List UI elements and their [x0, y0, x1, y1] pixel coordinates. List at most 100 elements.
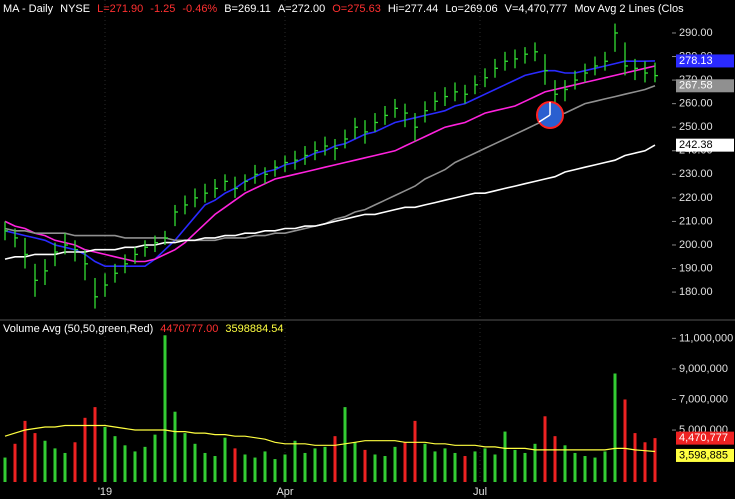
- header-text: MA - Daily: [3, 3, 54, 15]
- volume-bar: [443, 448, 447, 482]
- volume-bar: [493, 454, 497, 482]
- volume-bar: [133, 451, 137, 482]
- volume-bar: [283, 454, 287, 482]
- volume-bar: [293, 440, 297, 482]
- volume-bar: [3, 457, 7, 482]
- volume-bar: [653, 438, 657, 482]
- volume-header: Volume Avg (50,50,green,Red) 4470777.00 35…: [3, 323, 283, 335]
- volume-bar: [633, 433, 637, 482]
- y-tick-label: 290.00: [679, 27, 713, 39]
- volume-bar: [93, 407, 97, 482]
- volume-bar: [403, 442, 407, 482]
- volume-bar: [253, 457, 257, 482]
- volume-bar: [583, 456, 587, 482]
- volume-bar: [153, 434, 157, 482]
- header-text: Lo=269.06: [445, 3, 498, 15]
- value-tag: 242.38: [679, 139, 713, 151]
- value-tag-box: [676, 54, 734, 68]
- volume-bar: [523, 452, 527, 482]
- header-text: -1.25: [150, 3, 176, 15]
- volume-bar: [613, 373, 617, 482]
- header-text: Volume Avg (50,50,green,Red): [3, 323, 154, 335]
- value-tag: 3,598,885: [679, 449, 728, 461]
- header-text: Hi=277.44: [387, 3, 439, 15]
- volume-bar: [313, 448, 317, 482]
- y-tick-label: 200.00: [679, 239, 713, 251]
- header-text: O=275.63: [332, 3, 381, 15]
- volume-bar: [553, 436, 557, 482]
- header-text: 3598884.54: [225, 323, 284, 335]
- header-text: 4470777.00: [160, 323, 219, 335]
- y-tick-label: 210.00: [679, 215, 713, 227]
- volume-bar: [73, 442, 77, 482]
- value-tag: 267.58: [679, 80, 713, 92]
- volume-bar: [573, 452, 577, 482]
- volume-bar: [593, 457, 597, 482]
- value-tag-box: [676, 448, 734, 462]
- value-tag-box: [676, 431, 734, 445]
- circle-mark: [538, 114, 551, 123]
- volume-bar: [473, 451, 477, 482]
- volume-bar: [243, 454, 247, 482]
- header-text: Mov Avg 2 Lines (Clos: [574, 3, 684, 15]
- volume-bar: [363, 449, 367, 482]
- header-text: L=271.90: [97, 3, 144, 15]
- volume-bar: [323, 446, 327, 482]
- x-tick-label: Jul: [473, 486, 487, 498]
- header-text: NYSE: [60, 3, 91, 15]
- y-tick-label: 180.00: [679, 286, 713, 298]
- y-tick-label: 190.00: [679, 262, 713, 274]
- volume-bar: [643, 442, 647, 482]
- volume-bar: [333, 436, 337, 482]
- volume-bar: [463, 456, 467, 482]
- y-tick-label: 11,000,000: [679, 332, 733, 344]
- volume-bar: [533, 443, 537, 482]
- value-tag-box: [676, 138, 734, 152]
- header-text: A=272.00: [277, 3, 326, 15]
- volume-bar: [203, 452, 207, 482]
- volume-bar: [113, 436, 117, 482]
- volume-bar: [423, 443, 427, 482]
- volume-bar: [433, 451, 437, 482]
- volume-bar: [173, 411, 177, 482]
- highlight-circle: [536, 101, 564, 129]
- volume-bar: [393, 446, 397, 482]
- volume-bar: [103, 426, 107, 482]
- header-text: -0.46%: [182, 3, 218, 15]
- moving-average-line: [4, 144, 656, 260]
- volume-bar: [123, 445, 127, 482]
- volume-bar: [383, 456, 387, 482]
- volume-bar: [603, 451, 607, 482]
- y-tick-label: 220.00: [679, 192, 713, 204]
- volume-bar: [543, 416, 547, 482]
- y-tick-label: 7,000,000: [679, 393, 728, 405]
- header-text: V=4,470,777: [504, 3, 568, 15]
- value-tag: 278.13: [679, 55, 713, 67]
- volume-bar: [343, 407, 347, 482]
- y-tick-label: 250.00: [679, 121, 713, 133]
- volume-bar: [273, 459, 277, 482]
- volume-bar: [233, 448, 237, 482]
- volume-bar: [53, 448, 57, 482]
- volume-bar: [483, 448, 487, 482]
- value-tag-box: [676, 79, 734, 93]
- x-tick-label: '19: [98, 486, 112, 498]
- volume-bar: [563, 445, 567, 482]
- volume-bar: [353, 442, 357, 482]
- volume-bar: [413, 420, 417, 482]
- volume-bar: [33, 433, 37, 482]
- volume-bar: [623, 399, 627, 482]
- volume-bar: [373, 454, 377, 482]
- volume-bar: [303, 452, 307, 482]
- volume-bar: [83, 417, 87, 482]
- price-header: MA - Daily NYSE L=271.90 -1.25 -0.46% B=269.1…: [3, 3, 684, 15]
- volume-bar: [213, 456, 217, 482]
- volume-bar: [503, 431, 507, 482]
- value-tag: 4,470,777: [679, 432, 728, 444]
- x-tick-label: Apr: [276, 486, 293, 498]
- volume-average-line: [4, 424, 656, 453]
- volume-bar: [143, 446, 147, 482]
- volume-bar: [513, 449, 517, 482]
